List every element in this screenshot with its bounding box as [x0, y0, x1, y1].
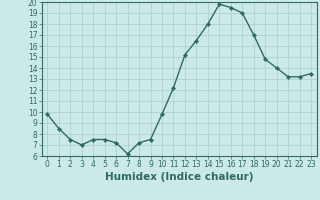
X-axis label: Humidex (Indice chaleur): Humidex (Indice chaleur) — [105, 172, 253, 182]
